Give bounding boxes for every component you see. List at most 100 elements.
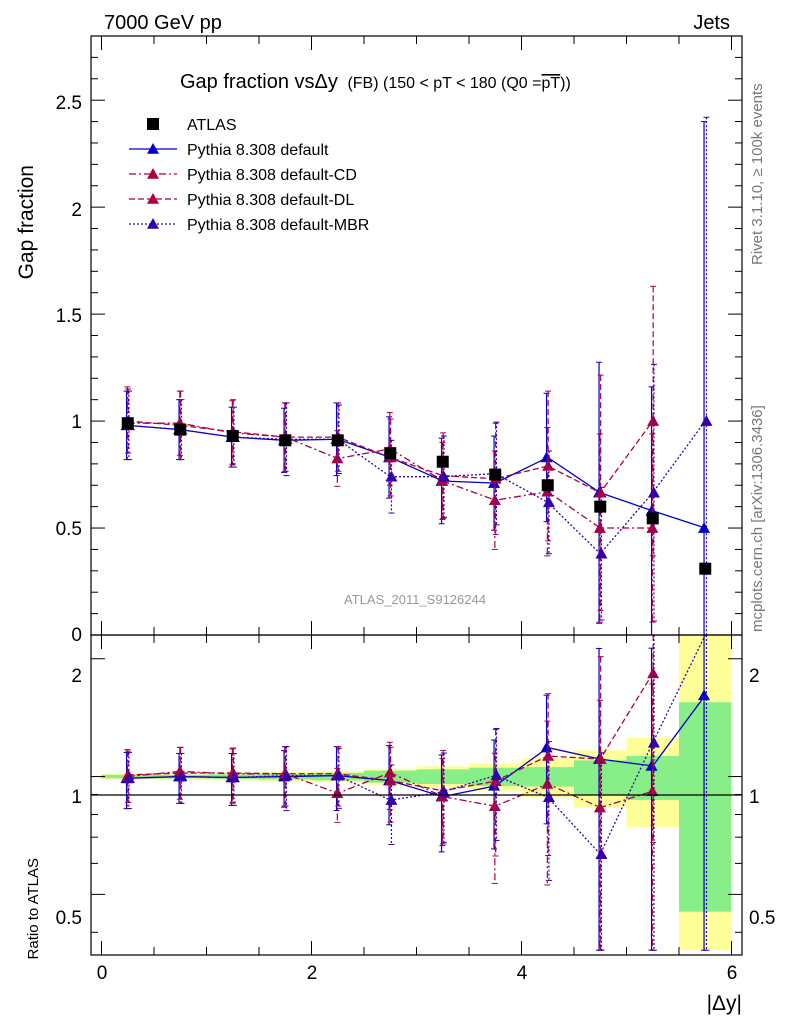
series-marker-ratio <box>595 848 608 859</box>
x-tick-2: 2 <box>307 963 318 984</box>
series-marker-top <box>331 452 344 464</box>
series-marker-ratio <box>227 766 240 778</box>
series-marker-ratio <box>331 787 344 799</box>
y-tick-bottom-1-left: 1 <box>71 787 82 808</box>
series-marker-ratio <box>490 769 503 781</box>
series-marker-ratio <box>540 741 553 753</box>
x-tick-0: 0 <box>97 963 108 984</box>
title-end: )) <box>560 75 571 92</box>
y-tick-bottom-0-5-right: 0.5 <box>749 908 775 929</box>
atlas-marker <box>331 434 344 447</box>
series-marker-top <box>488 494 501 506</box>
series-marker-top <box>595 547 608 559</box>
series-marker-ratio <box>437 785 450 797</box>
legend-label: Pythia 8.308 default <box>187 142 329 159</box>
legend-marker <box>147 193 159 204</box>
atlas-marker <box>436 455 449 468</box>
series-0 <box>120 121 711 951</box>
title-over: pT <box>541 75 560 92</box>
series-marker-ratio <box>647 736 660 748</box>
series-marker-ratio <box>332 769 345 781</box>
band-inner-bin-11 <box>679 702 732 912</box>
series-1 <box>121 386 659 951</box>
y-tick-bottom-0-5-left: 0.5 <box>56 908 82 929</box>
energy-label: 7000 GeV pp <box>104 12 222 34</box>
legend-label: Pythia 8.308 default-DL <box>187 192 354 209</box>
series-line-top-1 <box>127 422 653 529</box>
series-marker-top <box>647 486 660 498</box>
atlas-marker <box>226 430 239 443</box>
analysis-watermark: ATLAS_2011_S9126244 <box>344 592 486 607</box>
atlas-marker <box>279 434 292 447</box>
y-tick-bottom-2-left: 2 <box>71 666 82 687</box>
series-marker-ratio <box>646 785 659 797</box>
series-marker-top <box>542 459 555 471</box>
legend-label: Pythia 8.308 default-MBR <box>187 217 369 234</box>
y-tick-top-1-5: 1.5 <box>56 306 82 327</box>
title-sub: (FB) (150 < pT < 180 (Q0 = <box>347 75 541 92</box>
series-marker-ratio <box>175 770 188 782</box>
series-marker-ratio <box>542 750 555 761</box>
series-marker-ratio <box>594 753 607 764</box>
series-marker-ratio <box>385 794 398 805</box>
category-label: Jets <box>693 12 730 34</box>
series-3 <box>122 116 713 951</box>
legend-marker <box>147 168 159 179</box>
series-line-ratio-3 <box>127 634 706 856</box>
y-tick-top-0: 0 <box>71 625 82 646</box>
series-line-top-3 <box>127 420 706 555</box>
atlas-marker <box>384 447 397 460</box>
series-marker-top <box>437 470 450 482</box>
legend-atlas-label: ATLAS <box>187 117 237 134</box>
title-main: Gap fraction vsΔy <box>180 71 338 93</box>
y-tick-bottom-2-right: 2 <box>749 666 760 687</box>
legend-item-1: Pythia 8.308 default-CD <box>129 167 357 184</box>
series-marker-top <box>698 522 711 533</box>
series-marker-top <box>700 415 713 426</box>
data-series <box>120 116 713 951</box>
series-marker-ratio <box>593 801 606 813</box>
y-tick-top-2-5: 2.5 <box>56 93 82 114</box>
atlas-marker <box>594 500 607 513</box>
y-tick-bottom-1-right: 1 <box>749 787 760 808</box>
y-axis-label-bottom: Ratio to ATLAS <box>25 858 42 959</box>
series-atlas <box>121 417 712 575</box>
y-tick-top-1: 1 <box>71 412 82 433</box>
legend-item-3: Pythia 8.308 default-MBR <box>129 217 369 234</box>
legend-marker <box>147 218 159 229</box>
atlas-marker <box>541 479 554 492</box>
legend-item-2: Pythia 8.308 default-DL <box>129 192 354 209</box>
series-marker-top <box>647 415 660 426</box>
series-marker-top <box>542 496 555 508</box>
chart-title: Gap fraction vsΔy (FB) (150 < pT < 180 (… <box>180 71 571 93</box>
atlas-marker <box>699 562 712 575</box>
series-marker-ratio <box>383 766 396 778</box>
atlas-marker <box>121 417 134 430</box>
axis-ticks <box>91 35 742 955</box>
x-tick-6: 6 <box>727 963 738 984</box>
legend-marker <box>147 143 159 154</box>
series-marker-ratio <box>488 800 501 812</box>
rivet-label: Rivet 3.1.10, ≥ 100k events <box>749 83 766 265</box>
mcplots-label: mcplots.cern.ch [arXiv:1306.3436] <box>749 405 766 632</box>
ratio-uncertainty-bands <box>101 635 732 951</box>
atlas-marker <box>174 423 187 436</box>
series-marker-top <box>646 522 659 533</box>
legend-item-atlas: ATLAS <box>147 117 237 134</box>
y-axis-label-top: Gap fraction <box>15 165 38 279</box>
series-marker-top <box>385 470 398 482</box>
series-2 <box>122 285 660 951</box>
legend-atlas-marker <box>147 118 159 130</box>
series-marker-top <box>540 451 553 463</box>
atlas-marker <box>489 468 502 481</box>
series-marker-top <box>594 486 607 498</box>
series-marker-top <box>593 522 606 533</box>
series-marker-ratio <box>384 774 397 786</box>
x-tick-4: 4 <box>517 963 528 984</box>
legend: ATLAS Pythia 8.308 default Pythia 8.308 de… <box>129 117 369 234</box>
series-marker-ratio <box>280 769 293 781</box>
series-marker-ratio <box>489 775 502 786</box>
atlas-marker <box>646 512 659 525</box>
x-axis-label: |Δy| <box>707 992 742 1015</box>
